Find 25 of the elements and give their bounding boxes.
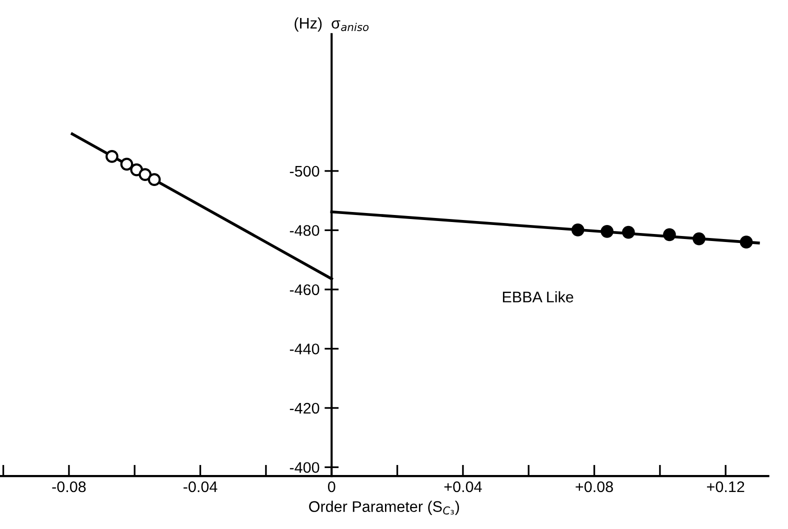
- point: [138, 168, 152, 181]
- point: [148, 173, 161, 186]
- x-tick-label: +0.04: [444, 481, 482, 492]
- y-tick-label: -440: [290, 344, 320, 354]
- point: [622, 226, 635, 239]
- x-tick-label: -0.04: [184, 481, 218, 492]
- x-tick-label: +0.08: [576, 481, 613, 492]
- y-axis-title: (Hz) σ$_{aniso}$: [294, 17, 369, 32]
- x-tick-label: +0.12: [707, 481, 744, 492]
- y-tick-label: -480: [290, 225, 320, 236]
- x-axis-title: Order Parameter (S$_{C₃}$): [309, 500, 459, 515]
- point: [740, 236, 753, 248]
- point: [692, 232, 706, 246]
- y-tick-label: -420: [290, 402, 320, 414]
- y-tick-label: -460: [290, 284, 320, 296]
- point: [663, 228, 676, 242]
- x-tick-label: 0: [328, 481, 336, 492]
- x-tick-label: -0.08: [52, 481, 86, 492]
- y-tick-label: -400: [290, 462, 320, 473]
- point: [120, 158, 134, 171]
- point: [106, 150, 118, 163]
- point: [571, 224, 584, 236]
- y-tick-label: -500: [290, 166, 320, 177]
- annotation: EBBA Like: [502, 291, 574, 302]
- point: [600, 224, 614, 238]
